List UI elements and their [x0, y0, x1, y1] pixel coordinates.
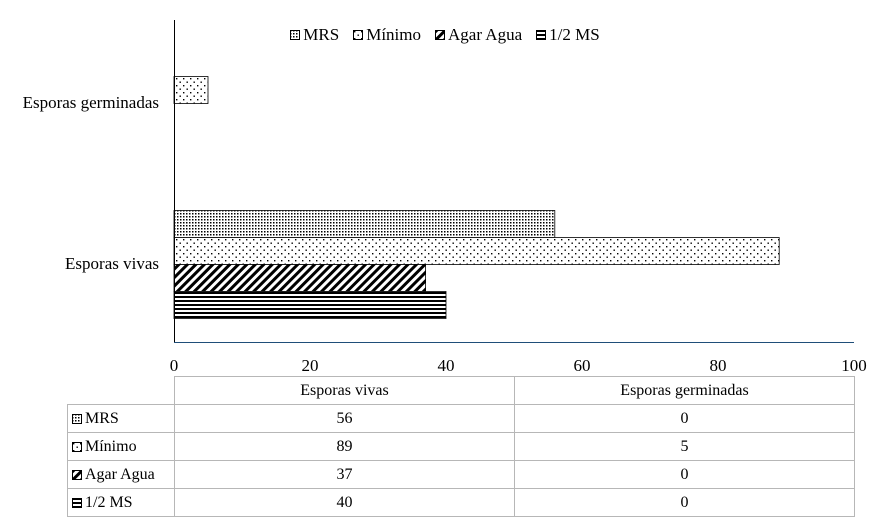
x-tick-label: 100 — [841, 356, 867, 375]
legend-label-agar-agua: Agar Agua — [448, 25, 523, 44]
table-row: 1/2 MS 40 0 — [67, 488, 855, 517]
bar-mrs-esporas-vivas — [173, 210, 556, 238]
legend-label-minimo: Mínimo — [366, 25, 422, 44]
table-row: Mínimo 89 5 — [67, 432, 855, 461]
legend-item-half-ms: 1/2 MS — [536, 24, 600, 46]
x-tick-label: 0 — [170, 356, 179, 375]
row-label-agar-agua: Agar Agua — [85, 465, 155, 483]
x-tick-label: 20 — [302, 356, 319, 375]
bar-m-nimo-esporas-vivas — [173, 237, 780, 265]
data-table: Esporas vivas Esporas germinadas MRS 56 … — [67, 376, 855, 517]
table-header-esporas-vivas: Esporas vivas — [174, 376, 515, 405]
table-cell-value: 40 — [174, 488, 515, 517]
legend-item-agar-agua: Agar Agua — [435, 24, 522, 46]
legend-item-mrs: MRS — [290, 24, 339, 46]
table-row-key: Agar Agua — [67, 460, 175, 489]
bar-m-nimo-esporas-germinadas — [173, 76, 209, 104]
table-header-row: Esporas vivas Esporas germinadas — [68, 376, 855, 405]
legend-label-half-ms: 1/2 MS — [549, 25, 600, 44]
bar-agar-agua-esporas-vivas — [173, 264, 427, 292]
bar-1-2-ms-esporas-vivas — [173, 291, 447, 319]
legend-label-mrs: MRS — [303, 25, 340, 44]
half-ms-swatch-icon — [72, 497, 82, 508]
mrs-swatch-icon — [72, 413, 82, 424]
row-label-minimo: Mínimo — [85, 437, 137, 455]
minimo-swatch-icon — [353, 30, 364, 40]
row-label-mrs: MRS — [85, 409, 119, 427]
table-cell-value: 56 — [174, 404, 515, 433]
table-row-key: MRS — [67, 404, 175, 433]
category-label-esporas-germinadas: Esporas germinadas — [22, 93, 159, 112]
table-cell-value: 37 — [174, 460, 515, 489]
legend: MRS Mínimo Agar Agua 1/2 MS — [0, 24, 890, 46]
agar-agua-swatch-icon — [435, 30, 446, 40]
agar-agua-swatch-icon — [72, 469, 82, 480]
minimo-swatch-icon — [72, 441, 82, 452]
table-corner-cell — [68, 377, 175, 405]
table-cell-value: 5 — [514, 432, 855, 461]
half-ms-swatch-icon — [536, 30, 547, 40]
table-row-key: Mínimo — [67, 432, 175, 461]
table-cell-value: 0 — [514, 488, 855, 517]
table-row: MRS 56 0 — [67, 404, 855, 433]
x-tick-label: 80 — [710, 356, 727, 375]
table-cell-value: 89 — [174, 432, 515, 461]
x-tick-label: 40 — [438, 356, 455, 375]
table-header-esporas-germinadas: Esporas germinadas — [514, 376, 855, 405]
table-row: Agar Agua 37 0 — [67, 460, 855, 489]
row-label-half-ms: 1/2 MS — [85, 493, 133, 511]
table-cell-value: 0 — [514, 460, 855, 489]
category-label-esporas-vivas: Esporas vivas — [65, 254, 159, 273]
table-cell-value: 0 — [514, 404, 855, 433]
mrs-swatch-icon — [290, 30, 301, 40]
table-row-key: 1/2 MS — [67, 488, 175, 517]
legend-item-minimo: Mínimo — [353, 24, 421, 46]
x-tick-label: 60 — [574, 356, 591, 375]
